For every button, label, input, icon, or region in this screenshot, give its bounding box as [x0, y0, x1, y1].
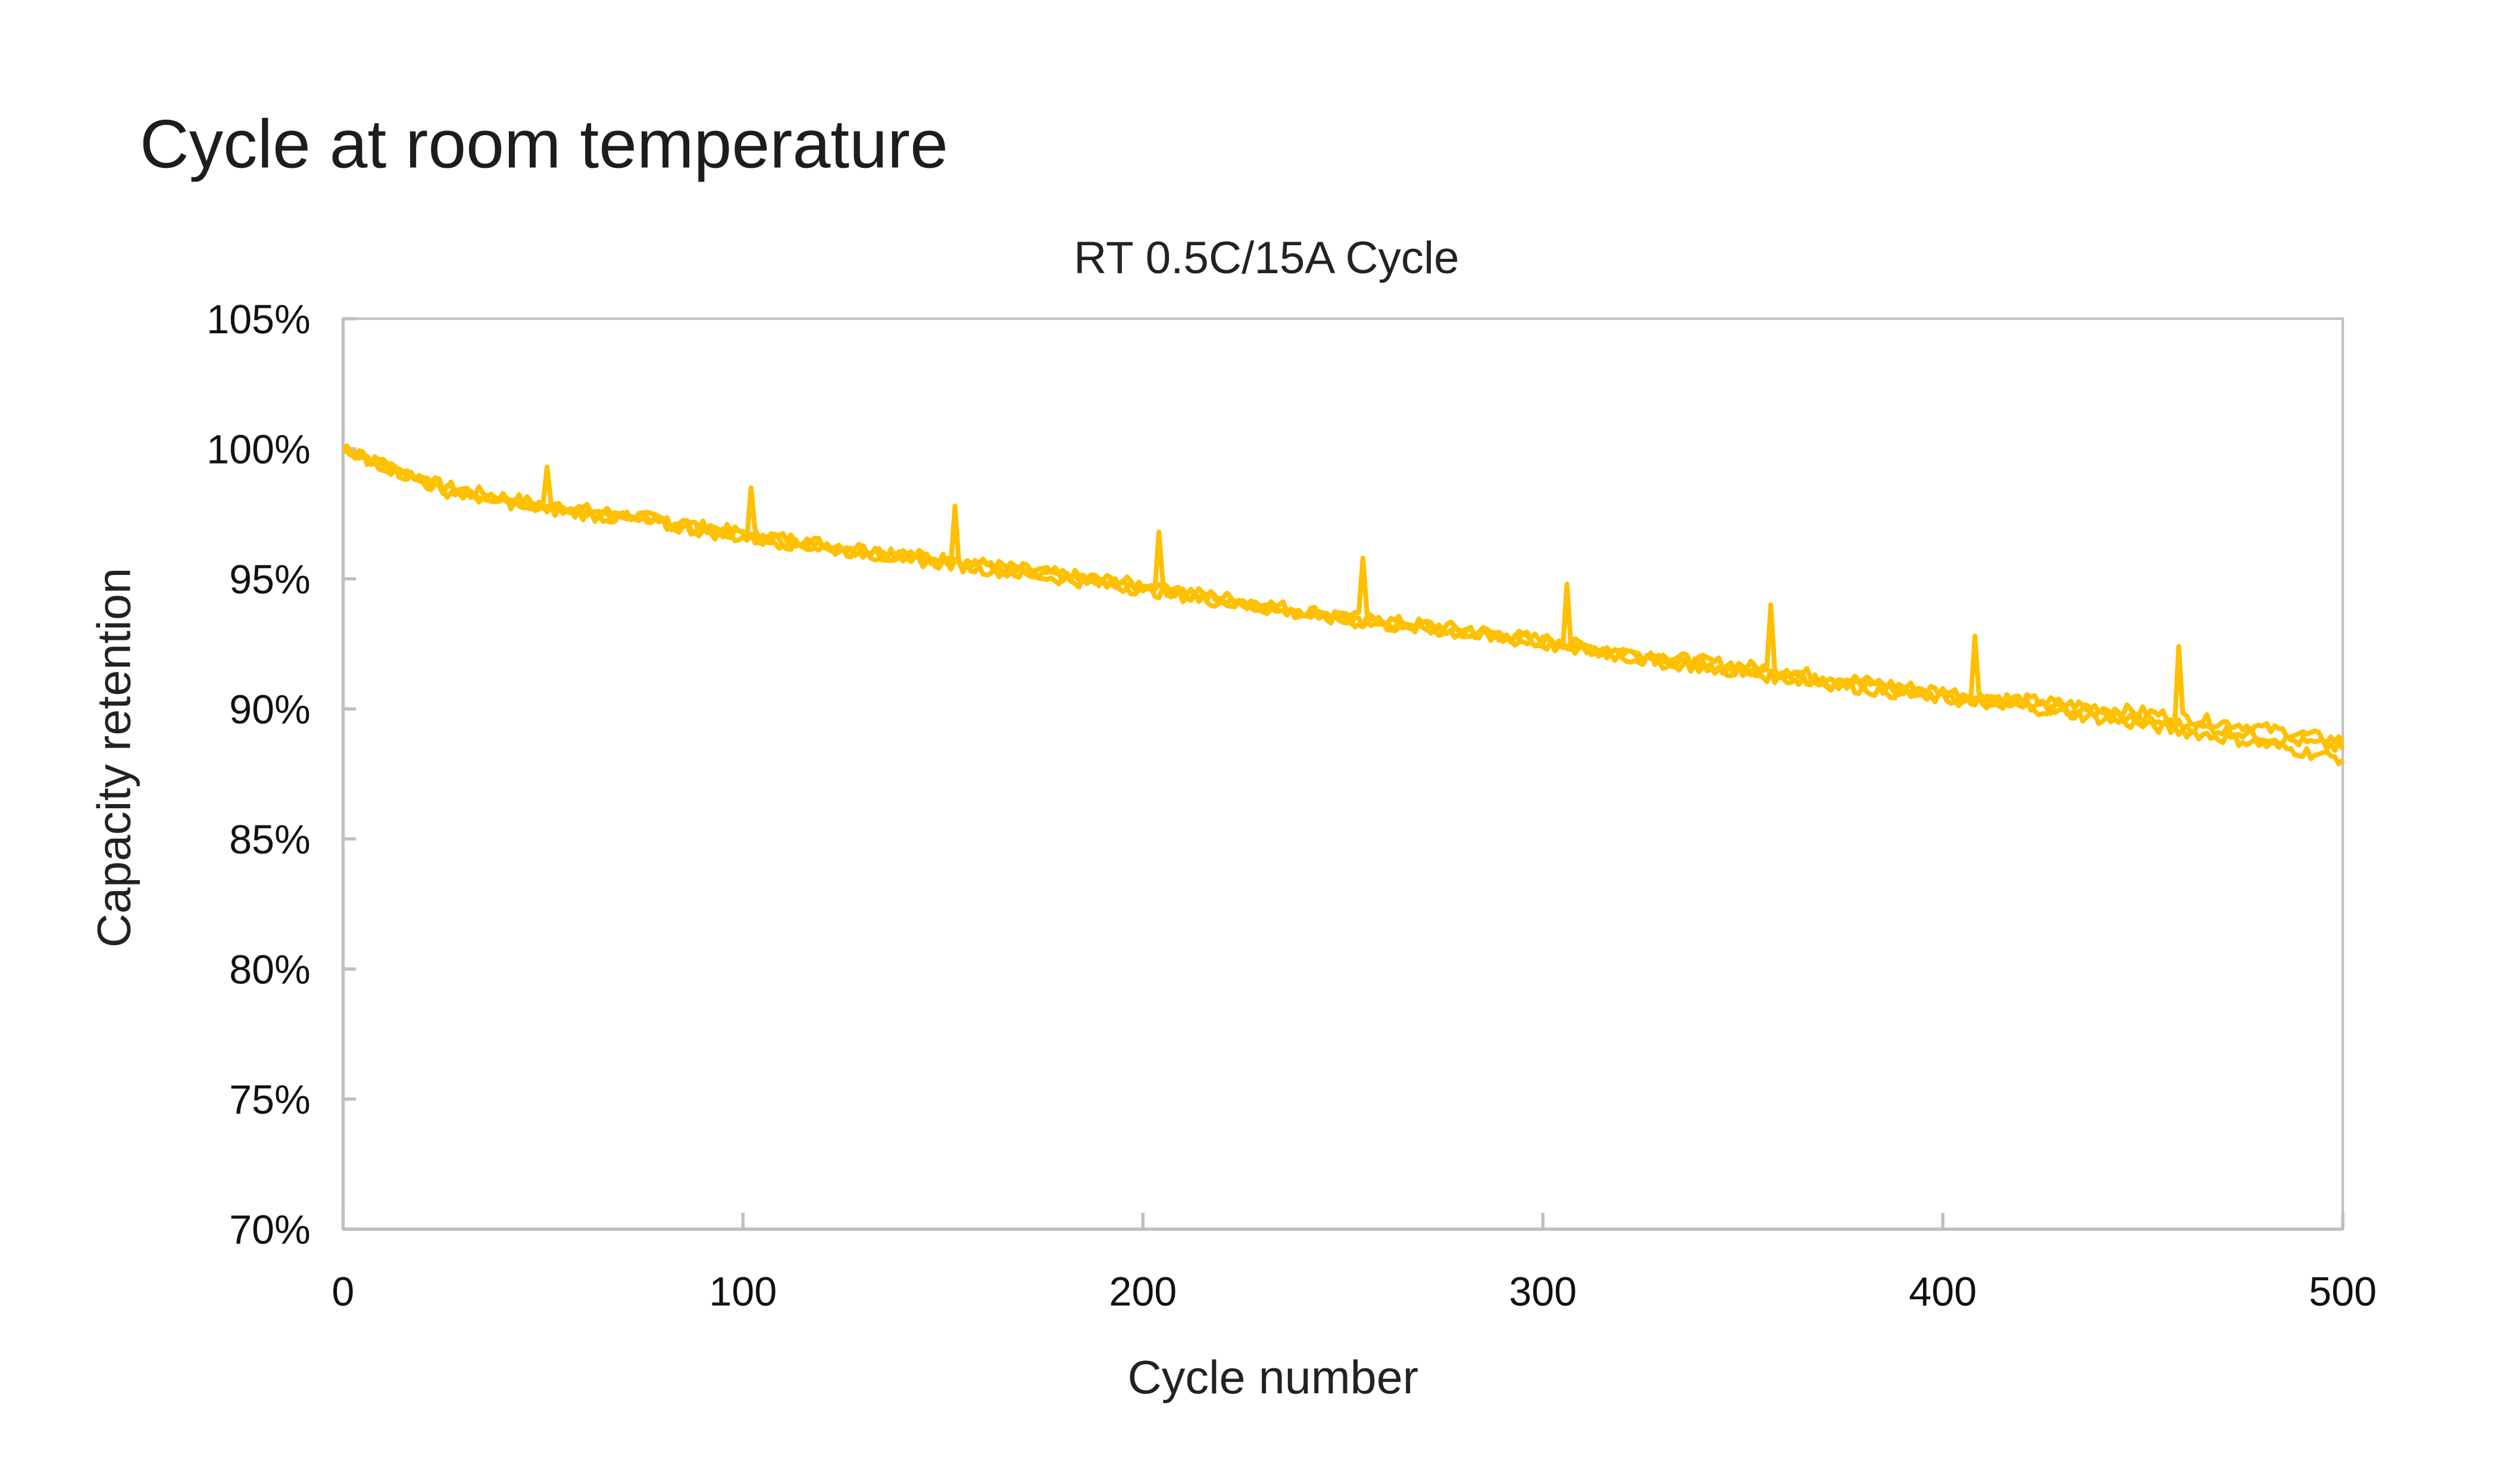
- x-tick-label: 0: [332, 1270, 354, 1315]
- axes: [341, 317, 2344, 1231]
- y-tick-label: 80%: [229, 948, 311, 993]
- series-line-2: [341, 446, 2345, 753]
- plot-frame: [342, 317, 2344, 1231]
- series-lines: [341, 443, 2345, 767]
- chart-title: RT 0.5C/15A Cycle: [1074, 233, 1459, 283]
- tick-labels: 70% 75% 80% 85% 90% 95% 100% 105% 0 100 200 300 400 5…: [207, 297, 2377, 1315]
- spike-point: [751, 490, 752, 492]
- x-tick-label: 100: [709, 1270, 777, 1315]
- y-tick-label: 100%: [207, 427, 311, 473]
- y-tick-label: 75%: [229, 1077, 311, 1123]
- x-axis-label: Cycle number: [1128, 1350, 1419, 1403]
- y-tick-label: 105%: [207, 297, 311, 342]
- spike-point: [2178, 649, 2180, 650]
- page-title: Cycle at room temperature: [140, 106, 948, 182]
- y-tick-label: 90%: [229, 687, 311, 733]
- spike-point: [546, 470, 548, 471]
- y-tick-label: 70%: [229, 1208, 311, 1253]
- spike-point: [1362, 561, 1364, 562]
- x-tick-label: 300: [1509, 1270, 1577, 1315]
- x-tick-label: 500: [2309, 1270, 2377, 1315]
- y-axis-label: Capacity retention: [87, 568, 140, 948]
- series-line-3: [341, 443, 2345, 767]
- y-tick-label: 95%: [229, 557, 311, 602]
- series-line-1: [342, 446, 2345, 745]
- x-tick-label: 200: [1109, 1270, 1177, 1315]
- x-tick-label: 400: [1909, 1270, 1977, 1315]
- y-tick-label: 85%: [229, 817, 311, 862]
